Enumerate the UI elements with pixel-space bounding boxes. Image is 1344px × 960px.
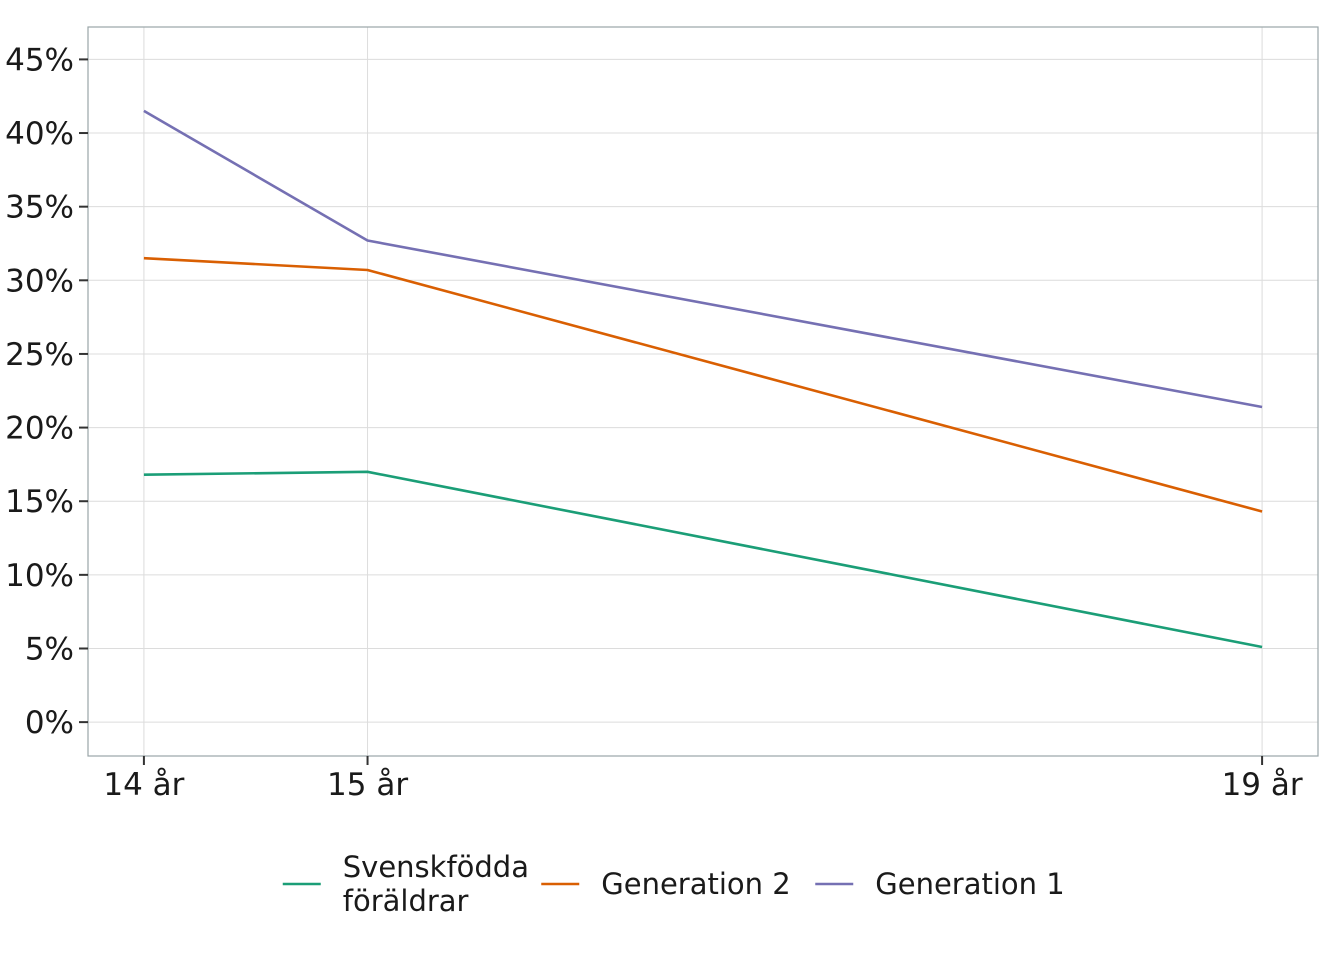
y-tick-label: 40% xyxy=(5,116,74,152)
y-tick-label: 45% xyxy=(5,42,74,78)
x-tick-label: 14 år xyxy=(103,767,184,803)
legend-label: föräldrar xyxy=(343,884,469,918)
x-tick-label: 19 år xyxy=(1222,767,1303,803)
legend-label: Generation 2 xyxy=(601,867,790,901)
legend-label: Svenskfödda xyxy=(343,850,529,884)
y-tick-label: 10% xyxy=(5,558,74,594)
y-tick-label: 15% xyxy=(5,484,74,520)
series-line-2 xyxy=(143,256,1263,513)
y-axis: 0% 5% 10% 15% 20% 25% 30% 35% 40% 45% xyxy=(5,42,88,741)
x-tick-label: 15 år xyxy=(327,767,408,803)
y-tick-label: 35% xyxy=(5,190,74,226)
series-line-1 xyxy=(143,470,1263,649)
series-line-3 xyxy=(143,109,1263,409)
legend-item-3: Generation 1 xyxy=(815,867,1065,901)
plot-frame xyxy=(87,26,1319,757)
legend-label: Generation 1 xyxy=(875,867,1064,901)
y-tick-label: 20% xyxy=(5,411,74,447)
grid-lines xyxy=(88,27,1318,756)
y-tick-label: 25% xyxy=(5,337,74,373)
y-tick-label: 0% xyxy=(25,705,74,741)
x-axis: 14 år 15 år 19 år xyxy=(103,756,1303,803)
series-lines xyxy=(143,109,1263,649)
y-tick-label: 30% xyxy=(5,263,74,299)
legend-item-2: Generation 2 xyxy=(541,867,791,901)
y-tick-label: 5% xyxy=(25,631,74,667)
